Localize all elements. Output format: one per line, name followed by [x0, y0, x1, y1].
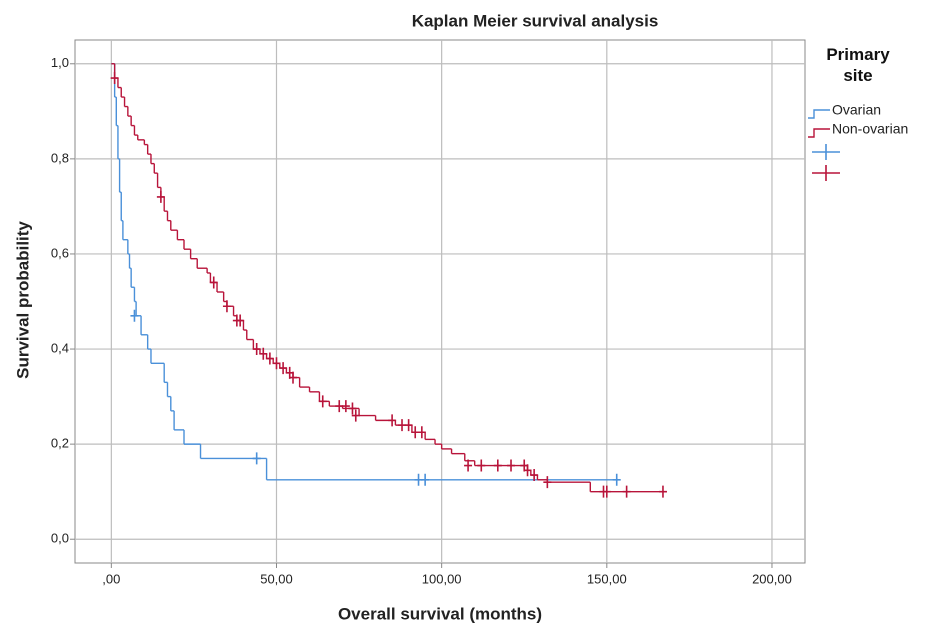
y-tick-label: 0,8	[51, 150, 69, 165]
censor-mark	[530, 469, 539, 482]
legend-title: Primary site	[826, 45, 890, 85]
censor-mark	[209, 276, 218, 289]
x-tick-label: 150,00	[587, 571, 627, 586]
censor-mark	[252, 452, 261, 465]
legend-line-icon	[808, 128, 830, 138]
censor-mark	[493, 459, 502, 472]
censor-mark	[156, 190, 165, 203]
censor-mark	[464, 459, 473, 472]
censor-mark	[658, 485, 667, 498]
chart-title: Kaplan Meier survival analysis	[412, 11, 659, 30]
y-tick-label: 1,0	[51, 55, 69, 70]
legend-label: Non-ovarian	[832, 121, 908, 137]
censor-mark	[477, 459, 486, 472]
y-tick-label: 0,4	[51, 340, 69, 355]
censor-mark	[222, 300, 231, 313]
x-tick-label: 200,00	[752, 571, 792, 586]
censor-mark	[318, 395, 327, 408]
censor-mark	[348, 402, 357, 415]
censor-mark	[351, 409, 360, 422]
legend-censor-icon	[812, 165, 840, 181]
x-tick-label: ,00	[102, 571, 120, 586]
censor-mark	[543, 476, 552, 489]
plot-area	[74, 39, 806, 564]
censor-mark	[259, 347, 268, 360]
legend-label: Ovarian	[832, 102, 881, 118]
y-tick-label: 0,2	[51, 436, 69, 451]
censor-mark	[602, 485, 611, 498]
y-tick-label: 0,6	[51, 245, 69, 260]
censor-mark	[622, 485, 631, 498]
censor-mark	[265, 352, 274, 365]
y-tick-label: 0,0	[51, 531, 69, 546]
censor-mark	[252, 343, 261, 356]
censor-mark	[612, 473, 621, 486]
censor-mark	[272, 357, 281, 370]
censor-mark	[110, 72, 119, 85]
censor-mark	[130, 309, 139, 322]
censor-mark	[404, 419, 413, 432]
censor-mark	[523, 464, 532, 477]
censor-mark	[341, 400, 350, 413]
x-axis-label: Overall survival (months)	[338, 604, 542, 623]
censor-mark	[417, 426, 426, 439]
censor-mark	[279, 362, 288, 375]
legend-censor-icon	[812, 144, 840, 160]
censor-mark	[421, 473, 430, 486]
legend-line-icon	[808, 109, 830, 119]
censor-mark	[289, 371, 298, 384]
x-tick-label: 100,00	[422, 571, 462, 586]
censor-mark	[507, 459, 516, 472]
x-tick-label: 50,00	[260, 571, 293, 586]
censor-mark	[236, 314, 245, 327]
censor-mark	[388, 414, 397, 427]
y-axis-label: Survival probability	[13, 221, 32, 379]
